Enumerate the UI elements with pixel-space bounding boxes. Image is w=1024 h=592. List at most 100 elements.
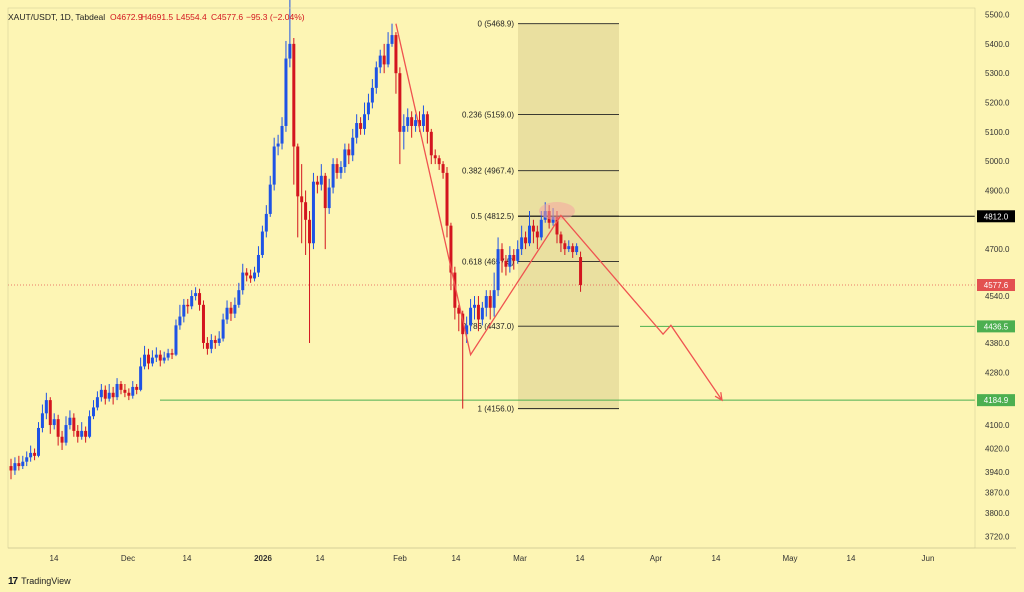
candle-body bbox=[44, 400, 48, 414]
projection-arrowhead bbox=[714, 392, 723, 402]
projection-line bbox=[395, 23, 723, 401]
candle-body bbox=[382, 55, 386, 65]
candle-body bbox=[158, 354, 162, 361]
price-tick-label: 5300.0 bbox=[985, 69, 1010, 78]
candle-body bbox=[182, 304, 186, 317]
candle-body bbox=[551, 216, 555, 223]
price-tick-label: 4700.0 bbox=[985, 245, 1010, 254]
candle-body bbox=[76, 430, 80, 437]
price-tick-label: 4540.0 bbox=[985, 292, 1010, 301]
candle-body bbox=[217, 338, 221, 343]
candle-body bbox=[575, 246, 579, 253]
price-tick-label: 5200.0 bbox=[985, 99, 1010, 108]
price-tick-label: 4380.0 bbox=[985, 339, 1010, 348]
level-price-tag bbox=[977, 394, 1015, 407]
candle-body bbox=[520, 237, 524, 250]
candle-body bbox=[280, 125, 284, 144]
candle-body bbox=[359, 123, 363, 129]
candle-body bbox=[311, 181, 315, 244]
candle-body bbox=[351, 137, 355, 156]
time-tick-label: 2026 bbox=[254, 554, 272, 563]
candle-body bbox=[237, 290, 241, 305]
candle-body bbox=[308, 219, 312, 244]
candle-body bbox=[48, 400, 52, 426]
time-axis[interactable]: 14 Dec 14 2026 14 Feb 14 Mar 14 Apr 14 May 14 Jun bbox=[50, 554, 935, 563]
candle-body bbox=[229, 307, 233, 314]
candle-body bbox=[245, 272, 249, 276]
candle-body bbox=[296, 146, 300, 197]
candle-body bbox=[315, 181, 319, 185]
candle-body bbox=[260, 231, 264, 255]
candle-body bbox=[512, 254, 516, 261]
candle-body bbox=[36, 427, 40, 456]
candle-body bbox=[272, 146, 276, 185]
fib-level-label: 0.382 (4967.4) bbox=[462, 167, 514, 176]
candle-body bbox=[484, 296, 488, 308]
candle-body bbox=[127, 392, 131, 396]
horizontal-levels[interactable]: 4812.0 4436.5 4184.9 4577.6 bbox=[8, 210, 1015, 407]
candle-body bbox=[563, 243, 567, 250]
candle-body bbox=[72, 417, 76, 431]
level-price-tag bbox=[977, 210, 1015, 223]
candle-body bbox=[402, 125, 406, 132]
price-tick-label: 3870.0 bbox=[985, 488, 1010, 497]
candle-body bbox=[284, 58, 288, 126]
time-tick-label: 14 bbox=[316, 554, 325, 563]
candle-body bbox=[33, 452, 37, 456]
candle-body bbox=[170, 353, 174, 355]
candle-body bbox=[84, 430, 88, 437]
top-highlight bbox=[538, 202, 575, 221]
time-tick-label: 14 bbox=[847, 554, 856, 563]
candle-body bbox=[535, 231, 539, 238]
candle-body bbox=[437, 158, 441, 165]
candle-body bbox=[95, 397, 99, 408]
candle-body bbox=[115, 383, 119, 398]
candle-body bbox=[394, 35, 398, 74]
candle-body bbox=[343, 149, 347, 168]
candle-body bbox=[386, 43, 390, 65]
candle-body bbox=[531, 225, 535, 232]
candle-body bbox=[418, 120, 422, 126]
candle-body bbox=[21, 461, 25, 467]
candle-body bbox=[453, 272, 457, 308]
price-tick-label: 3720.0 bbox=[985, 532, 1010, 541]
candle-body bbox=[355, 123, 359, 138]
candle-body bbox=[366, 102, 370, 115]
candle-body bbox=[441, 164, 445, 173]
candle-body bbox=[488, 296, 492, 308]
candle-body bbox=[414, 120, 418, 126]
candle-body bbox=[300, 196, 304, 203]
ohlc-close: C4577.6 bbox=[211, 12, 243, 22]
candle-body bbox=[323, 175, 327, 209]
candle-body bbox=[327, 187, 331, 209]
candle-body bbox=[249, 275, 253, 279]
candle-body bbox=[213, 340, 217, 343]
candle-body bbox=[205, 342, 209, 349]
candle-body bbox=[492, 290, 496, 308]
candle-body bbox=[288, 43, 292, 59]
candle-body bbox=[476, 304, 480, 320]
level-price-label: 4436.5 bbox=[984, 322, 1009, 331]
candle-body bbox=[339, 167, 343, 173]
price-axis[interactable]: 3720.0 3800.0 3870.0 3940.0 4020.0 4100.0 4280… bbox=[7, 7, 1016, 549]
candle-body bbox=[347, 149, 351, 156]
candle-body bbox=[496, 249, 500, 291]
projection-path[interactable] bbox=[395, 23, 723, 402]
fib-level-label: 0.236 (5159.0) bbox=[462, 111, 514, 120]
candle-body bbox=[9, 466, 13, 471]
candle-body bbox=[445, 172, 449, 226]
candle-body bbox=[516, 249, 520, 261]
candle-body bbox=[335, 164, 339, 173]
fib-level-label: 0.5 (4812.5) bbox=[471, 212, 514, 221]
fib-level-label: 1 (4156.0) bbox=[478, 405, 515, 414]
candle-body bbox=[209, 340, 213, 349]
candle-body bbox=[198, 293, 202, 305]
candle-body bbox=[178, 316, 182, 326]
candle-body bbox=[500, 249, 504, 261]
tradingview-brand: TradingView bbox=[21, 576, 71, 586]
candle-body bbox=[174, 325, 178, 355]
candle-body bbox=[135, 386, 139, 390]
candle-body bbox=[555, 216, 559, 235]
candle-body bbox=[150, 357, 154, 364]
